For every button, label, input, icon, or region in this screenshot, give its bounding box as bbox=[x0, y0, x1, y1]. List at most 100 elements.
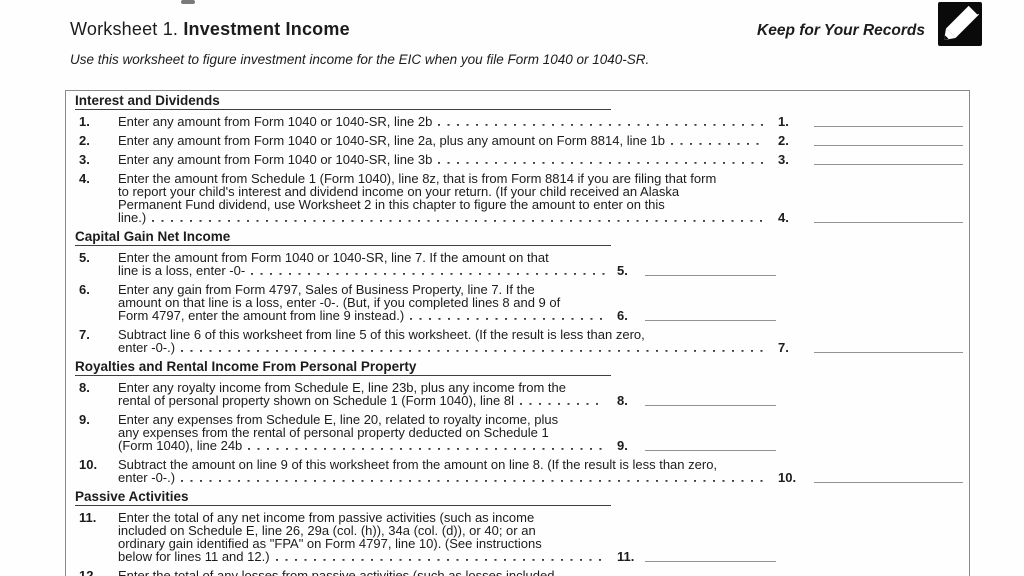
answer-line-number: 11. bbox=[617, 549, 635, 564]
line-item-text: Enter any royalty income from Schedule E… bbox=[118, 381, 607, 407]
section-header: Passive Activities bbox=[75, 490, 611, 506]
line-text: Permanent Fund dividend, use Worksheet 2… bbox=[118, 197, 665, 212]
line-item-text: Enter the amount from Form 1040 or 1040-… bbox=[118, 251, 607, 277]
worksheet-line-item: 4. Enter the amount from Schedule 1 (For… bbox=[66, 172, 969, 224]
line-text: enter -0-.) bbox=[118, 341, 768, 354]
line-number: 8. bbox=[79, 380, 90, 395]
line-text: Enter any amount from Form 1040 or 1040-… bbox=[118, 134, 768, 147]
dot-leader bbox=[248, 447, 605, 450]
line-text: Enter any amount from Form 1040 or 1040-… bbox=[118, 133, 666, 148]
answer-entry-blank bbox=[814, 164, 963, 165]
line-number: 3. bbox=[79, 152, 90, 167]
line-item-text: Enter the total of any net income from p… bbox=[118, 511, 607, 563]
answer-entry-blank bbox=[645, 561, 776, 562]
line-item-text: Enter any expenses from Schedule E, line… bbox=[118, 413, 607, 452]
line-text: ordinary gain identified as "FPA" on For… bbox=[118, 536, 542, 551]
worksheet-subtitle: Use this worksheet to figure investment … bbox=[70, 52, 650, 67]
line-text: Enter the total of any losses from passi… bbox=[118, 568, 555, 576]
keep-for-your-records-label: Keep for Your Records bbox=[757, 22, 925, 39]
answer-line-number: 9. bbox=[617, 438, 628, 453]
worksheet-line-item: 12. Enter the total of any losses from p… bbox=[66, 569, 969, 576]
answer-entry-blank bbox=[645, 405, 776, 406]
answer-line-number: 7. bbox=[778, 340, 789, 355]
answer-entry-blank bbox=[814, 482, 963, 483]
worksheet-line-item: 1. Enter any amount from Form 1040 or 10… bbox=[66, 115, 969, 128]
line-item-text: Subtract the amount on line 9 of this wo… bbox=[118, 458, 768, 484]
line-text: line is a loss, enter -0- bbox=[118, 263, 246, 278]
line-text: (Form 1040), line 24b bbox=[118, 438, 243, 453]
worksheet-box: Interest and Dividends 1. Enter any amou… bbox=[65, 90, 970, 576]
worksheet-line-item: 2. Enter any amount from Form 1040 or 10… bbox=[66, 134, 969, 147]
line-number: 12. bbox=[79, 568, 98, 576]
worksheet-line-item: 8. Enter any royalty income from Schedul… bbox=[66, 381, 969, 407]
worksheet-line-item: 9. Enter any expenses from Schedule E, l… bbox=[66, 413, 969, 452]
dot-leader bbox=[671, 142, 766, 145]
line-number: 6. bbox=[79, 282, 90, 297]
line-text: Enter the total of any net income from p… bbox=[118, 510, 535, 525]
line-text: below for lines 11 and 12.) bbox=[118, 550, 607, 563]
answer-line-number: 4. bbox=[778, 210, 789, 225]
section-header: Interest and Dividends bbox=[75, 94, 611, 110]
line-text: amount on that line is a loss, enter -0-… bbox=[118, 295, 561, 310]
line-text: below for lines 11 and 12.) bbox=[118, 549, 270, 564]
line-text: Form 4797, enter the amount from line 9 … bbox=[118, 309, 607, 322]
worksheet-line-item: 3. Enter any amount from Form 1040 or 10… bbox=[66, 153, 969, 166]
worksheet-line-item: 5. Enter the amount from Form 1040 or 10… bbox=[66, 251, 969, 277]
line-number: 1. bbox=[79, 114, 90, 129]
answer-line-number: 2. bbox=[778, 133, 789, 148]
answer-entry-blank bbox=[645, 275, 776, 276]
answer-line-number: 6. bbox=[617, 308, 628, 323]
section-header: Royalties and Rental Income From Persona… bbox=[75, 360, 611, 376]
worksheet-number-label: Worksheet 1. bbox=[70, 19, 179, 39]
line-text: line is a loss, enter -0- bbox=[118, 264, 607, 277]
line-text: Form 4797, enter the amount from line 9 … bbox=[118, 308, 405, 323]
dot-leader bbox=[152, 219, 766, 222]
section-header-label: Passive Activities bbox=[75, 489, 189, 504]
line-text: Subtract line 6 of this worksheet from l… bbox=[118, 327, 645, 342]
line-text: to report your child's interest and divi… bbox=[118, 184, 680, 199]
line-text: Enter any amount from Form 1040 or 1040-… bbox=[118, 115, 768, 128]
line-text: Enter any expenses from Schedule E, line… bbox=[118, 412, 559, 427]
line-number: 10. bbox=[79, 457, 98, 472]
line-number: 7. bbox=[79, 327, 90, 342]
answer-entry-blank bbox=[645, 450, 776, 451]
line-number: 4. bbox=[79, 171, 90, 186]
line-text: Enter the amount from Form 1040 or 1040-… bbox=[118, 250, 549, 265]
section-header: Capital Gain Net Income bbox=[75, 230, 611, 246]
line-item-text: Enter any amount from Form 1040 or 1040-… bbox=[118, 153, 768, 166]
answer-line-number: 1. bbox=[778, 114, 789, 129]
line-text: Enter any royalty income from Schedule E… bbox=[118, 380, 566, 395]
answer-line-number: 3. bbox=[778, 152, 789, 167]
answer-entry-blank bbox=[814, 352, 963, 353]
worksheet-title-label: Investment Income bbox=[183, 19, 350, 39]
worksheet-line-item: 6. Enter any gain from Form 4797, Sales … bbox=[66, 283, 969, 322]
line-text: Enter the amount from Schedule 1 (Form 1… bbox=[118, 171, 717, 186]
answer-line-number: 10. bbox=[778, 470, 797, 485]
line-number: 5. bbox=[79, 250, 90, 265]
dot-leader bbox=[520, 402, 605, 405]
worksheet-line-item: 10. Subtract the amount on line 9 of thi… bbox=[66, 458, 969, 484]
line-text: (Form 1040), line 24b bbox=[118, 439, 607, 452]
line-text: any expenses from the rental of personal… bbox=[118, 425, 549, 440]
line-text: Enter any amount from Form 1040 or 1040-… bbox=[118, 114, 433, 129]
worksheet-line-item: 7. Subtract line 6 of this worksheet fro… bbox=[66, 328, 969, 354]
line-item-text: Enter the total of any losses from passi… bbox=[118, 569, 607, 576]
line-item-text: Enter any amount from Form 1040 or 1040-… bbox=[118, 134, 768, 147]
answer-entry-blank bbox=[814, 222, 963, 223]
page-edge-artifact bbox=[181, 0, 195, 4]
line-text: line.) bbox=[118, 210, 147, 225]
dot-leader bbox=[438, 123, 766, 126]
line-text: Subtract the amount on line 9 of this wo… bbox=[118, 457, 718, 472]
worksheet-line-item: 11. Enter the total of any net income fr… bbox=[66, 511, 969, 563]
line-text: enter -0-.) bbox=[118, 340, 176, 355]
line-item-text: Enter any gain from Form 4797, Sales of … bbox=[118, 283, 607, 322]
page-title: Worksheet 1. Investment Income bbox=[70, 19, 350, 40]
section-header-label: Interest and Dividends bbox=[75, 93, 220, 108]
pencil-icon bbox=[938, 0, 983, 46]
dot-leader bbox=[275, 558, 605, 561]
line-text: Enter any gain from Form 4797, Sales of … bbox=[118, 282, 535, 297]
dot-leader bbox=[181, 349, 766, 352]
dot-leader bbox=[251, 272, 605, 275]
dot-leader bbox=[410, 317, 605, 320]
